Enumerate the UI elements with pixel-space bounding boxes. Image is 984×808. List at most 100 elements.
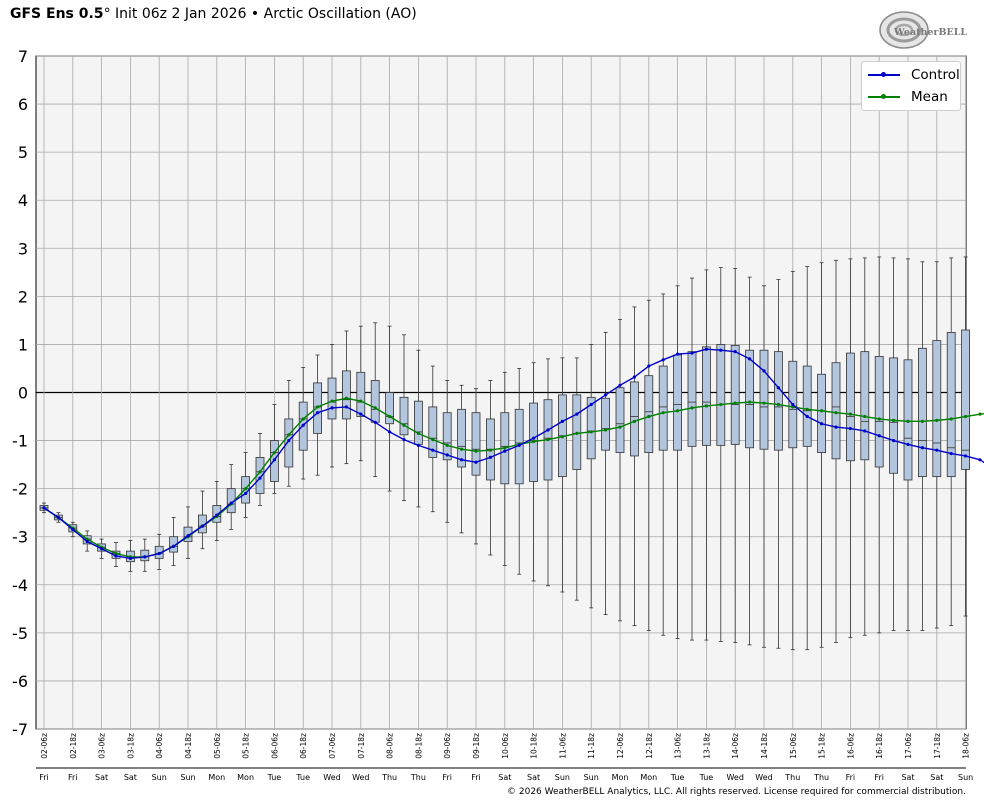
control-point	[820, 422, 824, 426]
iqr-box	[630, 381, 639, 457]
mean-point	[258, 470, 262, 474]
x-day-label: Sat	[527, 773, 540, 782]
ensemble-box	[630, 306, 639, 627]
control-point	[690, 351, 694, 355]
x-tick-label: 12-18z	[645, 733, 654, 759]
mean-point	[964, 414, 968, 419]
iqr-box	[356, 371, 366, 417]
ensemble-box	[860, 257, 870, 636]
x-tick-label: 13-06z	[674, 733, 683, 759]
control-point	[215, 513, 219, 517]
control-point	[373, 420, 377, 424]
control-point	[85, 539, 89, 544]
mean-point	[618, 425, 622, 429]
iqr-box	[831, 362, 841, 460]
control-point	[416, 443, 420, 447]
x-day-label: Fri	[874, 773, 884, 782]
ensemble-box	[341, 330, 351, 465]
iqr-box	[961, 329, 970, 470]
x-tick-label: 11-06z	[558, 733, 567, 759]
x-tick-label: 17-06z	[904, 733, 913, 759]
x-day-label: Sat	[930, 773, 943, 782]
iqr-box	[385, 392, 395, 425]
control-point	[344, 405, 348, 409]
y-tick-label: 4	[18, 191, 28, 210]
x-day-label: Tue	[699, 773, 714, 782]
y-tick-label: 3	[18, 239, 28, 258]
mean-point	[373, 406, 377, 410]
ensemble-box	[774, 279, 783, 649]
mean-point	[488, 448, 492, 452]
ensemble-box	[745, 276, 754, 646]
iqr-box	[428, 406, 438, 458]
control-point	[517, 443, 521, 447]
iqr-box	[442, 412, 452, 461]
iqr-box	[730, 344, 740, 445]
x-day-label: Mon	[612, 773, 629, 782]
mean-point	[863, 414, 867, 419]
control-point	[978, 458, 982, 462]
ensemble-box	[457, 384, 467, 534]
y-tick-label: -4	[12, 576, 28, 595]
y-tick-label: 2	[18, 287, 28, 306]
mean-point	[676, 409, 680, 413]
ensemble-box	[385, 325, 395, 492]
x-tick-label: 18-06z	[962, 733, 971, 759]
control-point	[834, 425, 838, 429]
mean-point	[704, 404, 709, 408]
mean-point	[575, 431, 579, 435]
iqr-box	[284, 418, 294, 468]
iqr-box	[644, 375, 654, 453]
mean-point	[474, 449, 478, 453]
mean-point	[546, 438, 550, 442]
iqr-box	[586, 396, 596, 460]
mean-point	[359, 399, 363, 403]
control-point	[805, 414, 809, 419]
control-point	[330, 406, 334, 410]
iqr-box	[413, 400, 423, 445]
x-tick-label: 16-06z	[846, 733, 855, 759]
mean-point	[892, 418, 896, 422]
control-point	[632, 375, 637, 379]
control-point	[906, 442, 910, 447]
iqr-box	[860, 351, 870, 461]
control-point	[776, 386, 781, 390]
x-day-label: Mon	[237, 773, 254, 782]
y-tick-label: 5	[18, 143, 28, 162]
control-point	[229, 501, 233, 505]
control-point	[920, 446, 925, 450]
svg-text:WeatherBELL: WeatherBELL	[893, 27, 967, 38]
y-tick-label: -5	[12, 624, 28, 643]
legend-item-mean: Mean	[868, 87, 948, 107]
control-point	[733, 350, 737, 354]
mean-point	[935, 418, 939, 422]
control-point	[848, 426, 853, 431]
control-point	[488, 455, 492, 459]
iqr-box	[673, 354, 682, 451]
control-point	[647, 364, 651, 368]
x-tick-label: 06-06z	[270, 733, 279, 759]
control-point	[719, 348, 723, 352]
control-point	[474, 460, 478, 464]
mean-point	[402, 423, 406, 427]
x-day-label: Sun	[958, 773, 973, 782]
x-tick-label: 15-06z	[789, 733, 798, 759]
x-day-label: Fri	[442, 773, 452, 782]
iqr-box	[846, 352, 855, 462]
mean-point	[632, 419, 637, 423]
mean-point	[272, 450, 276, 455]
control-point	[388, 430, 392, 434]
control-point	[42, 506, 46, 510]
mean-point	[733, 401, 737, 405]
mean-point	[503, 446, 507, 450]
x-day-label: Fri	[68, 773, 78, 782]
mean-point	[848, 412, 853, 416]
control-point	[589, 402, 593, 407]
ensemble-box	[730, 268, 740, 643]
x-tick-label: 11-18z	[587, 733, 596, 759]
y-tick-label: 0	[18, 384, 28, 403]
x-tick-label: 05-18z	[242, 733, 251, 759]
control-point	[431, 448, 435, 452]
control-point	[863, 429, 867, 433]
